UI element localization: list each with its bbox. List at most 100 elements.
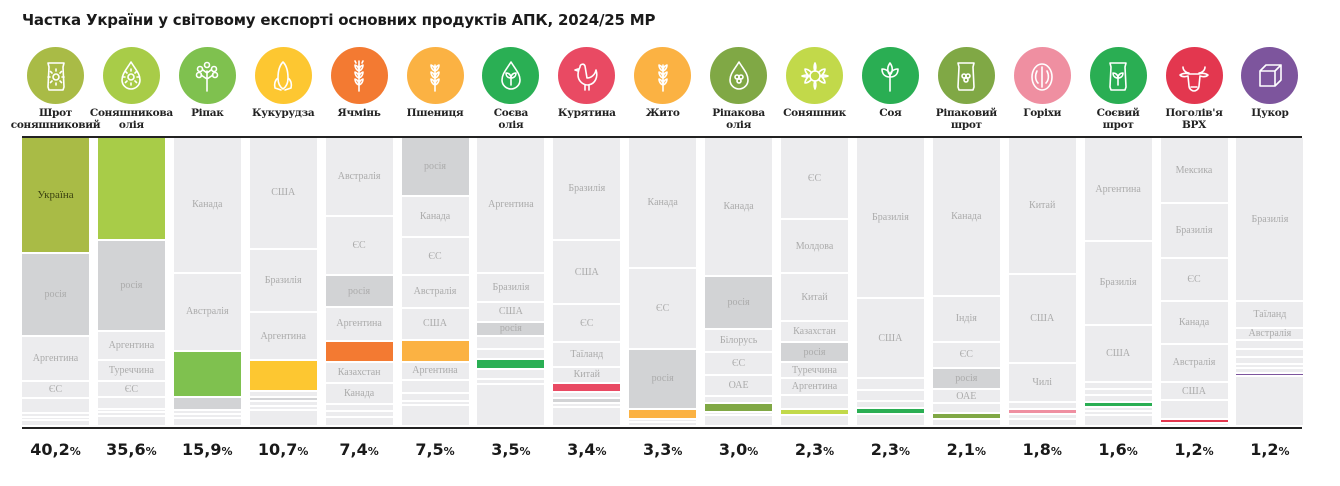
corn-icon	[254, 47, 312, 104]
stacked-bar: Бразилія Таїланд Австралія	[1236, 138, 1304, 427]
percent-unit: %	[297, 445, 309, 458]
segment-country	[477, 384, 545, 425]
segment-country: росія	[705, 276, 773, 329]
product-label: Соя	[879, 107, 902, 119]
oil-drop-rapeseed-icon	[710, 47, 768, 104]
segment-country: росія	[781, 343, 848, 362]
segment-country: Туреччина	[97, 360, 165, 381]
segment-country: Канада	[401, 197, 469, 236]
segment-country: ОАЕ	[705, 376, 773, 395]
segment-country	[553, 393, 621, 398]
ukraine-share-value: 3,0%	[695, 440, 782, 459]
segment-country: Канада	[1160, 302, 1228, 343]
segment-country	[173, 415, 241, 418]
segment-country	[1084, 383, 1152, 389]
share-number: 40,2	[30, 440, 70, 459]
stacked-bar: росія Канада ЄС Австралія США Аргентина	[401, 138, 469, 427]
segment-country	[173, 419, 241, 425]
segment-country: Білорусь	[705, 330, 773, 352]
segment-country	[1008, 415, 1076, 419]
product-label: Пшениця	[406, 107, 464, 119]
stacked-bar: Мексика Бразилія ЄС Канада Австралія США	[1160, 138, 1228, 427]
segment-country: Бразилія	[1160, 204, 1228, 257]
segment-country	[1084, 390, 1152, 395]
segment-country: Таїланд	[1236, 302, 1304, 327]
segment-ukraine	[173, 351, 241, 396]
product-label: Соняшникова олія	[89, 107, 173, 131]
walnut-icon	[1013, 47, 1071, 104]
segment-country	[477, 336, 545, 348]
segment-country	[856, 415, 924, 425]
segment-country: Аргентина	[22, 336, 89, 381]
bottom-axis-line	[22, 427, 1302, 429]
segment-country: Бразилія	[249, 249, 317, 312]
ukraine-share-value: 1,8%	[999, 440, 1086, 459]
segment-country	[249, 397, 317, 400]
oil-drop-soy-icon	[482, 47, 540, 104]
top-axis-line	[22, 136, 1302, 138]
segment-country: Казахстан	[325, 363, 393, 382]
segment-ukraine	[97, 138, 165, 239]
segment-country	[781, 416, 848, 425]
segment-country: Аргентина	[401, 362, 469, 380]
product-label: Жито	[645, 107, 680, 119]
segment-country: Китай	[781, 274, 848, 320]
barley-icon	[330, 47, 388, 104]
ukraine-share-value: 1,2%	[1226, 440, 1313, 459]
share-number: 2,3	[870, 440, 900, 459]
segment-country	[1084, 415, 1152, 425]
segment-country: Мексика	[1160, 138, 1228, 203]
percent-unit: %	[367, 445, 379, 458]
segment-country	[856, 379, 924, 389]
sugar-cube-icon	[1241, 47, 1299, 104]
bag-soy-icon	[1089, 47, 1147, 104]
share-number: 3,3	[643, 440, 672, 459]
segment-country: США	[553, 240, 621, 304]
segment-country	[629, 423, 697, 425]
percent-unit: %	[671, 445, 683, 458]
segment-country: Аргентина	[781, 379, 848, 394]
stacked-bar: Бразилія США	[856, 138, 924, 427]
ukraine-share-value: 2,3%	[771, 440, 858, 459]
segment-ukraine	[629, 410, 697, 418]
segment-country: Бразилія	[553, 138, 621, 239]
chicken-icon	[558, 47, 616, 104]
segment-country: США	[1160, 383, 1228, 400]
segment-country: Аргентина	[1084, 138, 1152, 241]
segment-country	[249, 401, 317, 406]
segment-country	[553, 399, 621, 402]
bag-rapeseed-icon	[937, 47, 995, 104]
segment-country: росія	[97, 240, 165, 330]
product-label: Цукор	[1251, 107, 1289, 119]
product-label: Соєва олія	[493, 107, 529, 131]
share-number: 7,4	[339, 440, 368, 459]
segment-country: Австралія	[1160, 344, 1228, 382]
percent-unit: %	[899, 445, 911, 458]
segment-country	[1236, 377, 1304, 425]
product-label: Соєвий шрот	[1096, 107, 1140, 131]
segment-country	[1160, 423, 1228, 425]
stacked-bar: Канада ЄС росія	[629, 138, 697, 427]
segment-country	[401, 381, 469, 393]
segment-country	[705, 396, 773, 402]
segment-country: Австралія	[325, 138, 393, 216]
share-number: 1,8	[1022, 440, 1051, 459]
product-label: Горіхи	[1023, 107, 1062, 119]
segment-country: Канада	[629, 138, 697, 268]
segment-country: Канада	[705, 138, 773, 275]
product-label: Кукурудза	[251, 107, 315, 119]
stacked-bar: Канада росія Білорусь ЄС ОАЕ	[705, 138, 773, 427]
percent-unit: %	[1202, 445, 1214, 458]
stacked-bar: Аргентина Бразилія США	[1084, 138, 1152, 427]
share-number: 35,6	[106, 440, 146, 459]
segment-country: Аргентина	[97, 331, 165, 359]
segment-country	[629, 419, 697, 422]
stacked-bar: Китай США Чилі	[1008, 138, 1076, 427]
segment-country	[325, 404, 393, 410]
rye-icon	[634, 47, 692, 104]
segment-country	[22, 421, 89, 425]
share-number: 1,2	[1174, 440, 1203, 459]
share-number: 3,4	[567, 440, 596, 459]
segment-country: Канада	[932, 138, 1000, 295]
segment-ukraine	[1236, 373, 1304, 376]
